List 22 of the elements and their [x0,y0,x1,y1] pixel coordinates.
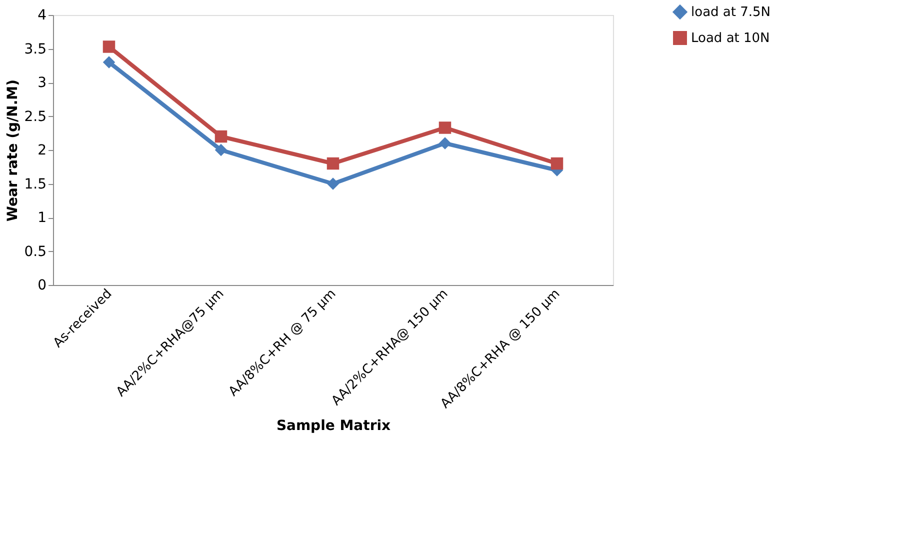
y-tick-label: 1 [38,210,46,226]
point [102,40,116,53]
legend-label: load at 7.5N [691,5,771,20]
legend-label: Load at 10N [691,31,770,46]
point [102,56,116,68]
y-tick-label: 3.5 [24,41,46,58]
y-tick-label: 0 [38,278,46,294]
x-axis-title: Sample Matrix [276,418,391,434]
y-tick-label: 4 [38,8,47,24]
y-tick-label: 2 [38,142,46,158]
point [438,137,452,150]
point [326,178,340,190]
point [214,144,228,156]
point [550,157,564,170]
y-tick-label: 3 [38,75,46,91]
y-tick-label: 0.5 [24,244,46,260]
point [326,157,340,170]
y-tick-label: 2.5 [24,108,46,125]
y-tick-label: 1.5 [24,176,46,192]
point [438,122,452,134]
point [214,130,228,143]
y-axis-title: Wear rate (g/N.M) [5,80,22,222]
